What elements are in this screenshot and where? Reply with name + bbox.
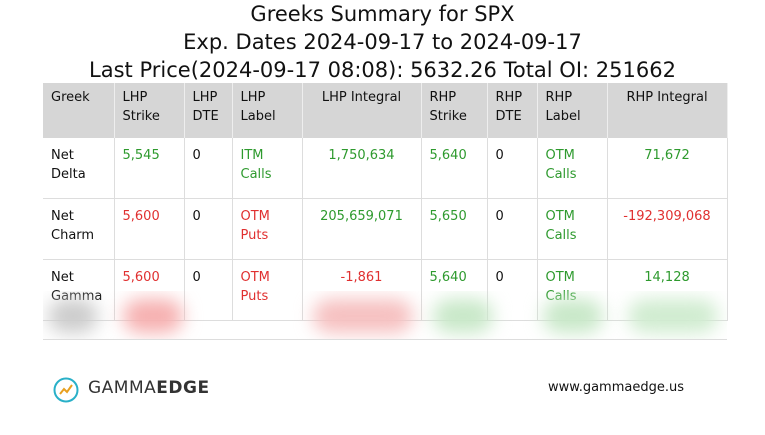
header-text: Greek [51,90,90,105]
cell-text: Net Delta [51,148,86,182]
table-cell: OTM Puts [232,259,303,321]
logo-icon [53,377,79,403]
table-cell: Net Charm [43,198,115,260]
cell-text: OTM Calls [545,148,577,182]
table-cell: 5,640 [421,138,488,199]
brand-bold: EDGE [156,378,210,398]
brand: GAMMAEDGE [88,378,210,398]
header-row: Greek LHP Strike LHP DTE LHP Label LHP Integ… [43,83,728,138]
title: Greeks Summary for SPX [250,2,515,26]
header-cell: LHP Label [232,83,303,138]
cell-text: 0 [192,148,201,163]
table-cell: ITM Calls [232,138,303,199]
header-cell: LHP DTE [184,83,233,138]
cell-text: 0 [495,209,504,224]
cell-text: 5,640 [429,270,467,285]
cell-text: 5,650 [429,209,467,224]
header-cell: RHP Integral [607,83,728,138]
header-text: RHP DTE [495,90,523,124]
table-cell: 5,650 [421,198,488,260]
cell-text: 205,659,071 [320,209,403,224]
table-cell: 0 [184,138,233,199]
cell-text: ITM Calls [240,148,272,182]
cell-text: 5,600 [122,270,160,285]
cell-text: 0 [495,270,504,285]
cell-text: 14,128 [644,270,690,285]
cell-text: 1,750,634 [328,148,395,163]
cell-text: 0 [192,209,201,224]
header-text: LHP DTE [192,90,219,124]
table-row: Net Delta 5,545 0 ITM Calls 1,750,634 5,640 0 O… [43,138,728,199]
cell-text: 0 [495,148,504,163]
header-text: RHP Label [545,90,581,124]
table-row: Net Charm 5,600 0 OTM Puts 205,659,071 5,650 0… [43,198,728,260]
header-text: LHP Label [240,90,276,124]
table-cell: 0 [487,259,538,321]
header-cell: LHP Strike [114,83,185,138]
cell-text: -1,861 [340,270,383,285]
table-cell: 0 [184,198,233,260]
header-text: LHP Integral [321,90,402,105]
cell-text: 5,640 [429,148,467,163]
table-cell: OTM Calls [537,138,608,199]
table-cell: 71,672 [607,138,728,199]
table-cell: 5,600 [114,198,185,260]
table-cell: 0 [184,259,233,321]
table-cell: 5,545 [114,138,185,199]
header-cell: RHP Label [537,83,608,138]
header-text: LHP Strike [122,90,160,124]
blurred-row [43,291,727,340]
subtitle: Exp. Dates 2024-09-17 to 2024-09-17 [183,30,582,54]
cell-text: OTM Calls [545,209,577,243]
header-cell: LHP Integral [302,83,422,138]
cell-text: -192,309,068 [623,209,711,224]
cell-text: OTM Puts [240,270,270,304]
cell-text: 5,545 [122,148,160,163]
brand-light: GAMMA [88,378,157,398]
cell-text: Net Charm [51,209,95,243]
cell-text: 5,600 [122,209,160,224]
table-cell: 0 [487,138,538,199]
subtitle: Last Price(2024-09-17 08:08): 5632.26 To… [89,58,676,82]
cell-text: OTM Puts [240,209,270,243]
table-cell: 205,659,071 [302,198,422,260]
table-cell: Net Delta [43,138,115,199]
header-cell: RHP Strike [421,83,488,138]
table-cell: OTM Calls [537,198,608,260]
table-cell: 1,750,634 [302,138,422,199]
table-cell: 0 [487,198,538,260]
table-cell: OTM Puts [232,198,303,260]
header-text: RHP Integral [626,90,708,105]
table-cell: -192,309,068 [607,198,728,260]
greeks-table: Greek LHP Strike LHP DTE LHP Label LHP Integ… [43,83,728,321]
header-cell: Greek [43,83,115,138]
url: www.gammaedge.us [548,380,684,395]
cell-text: 0 [192,270,201,285]
cell-text: 71,672 [644,148,690,163]
header-text: RHP Strike [429,90,467,124]
header-cell: RHP DTE [487,83,538,138]
